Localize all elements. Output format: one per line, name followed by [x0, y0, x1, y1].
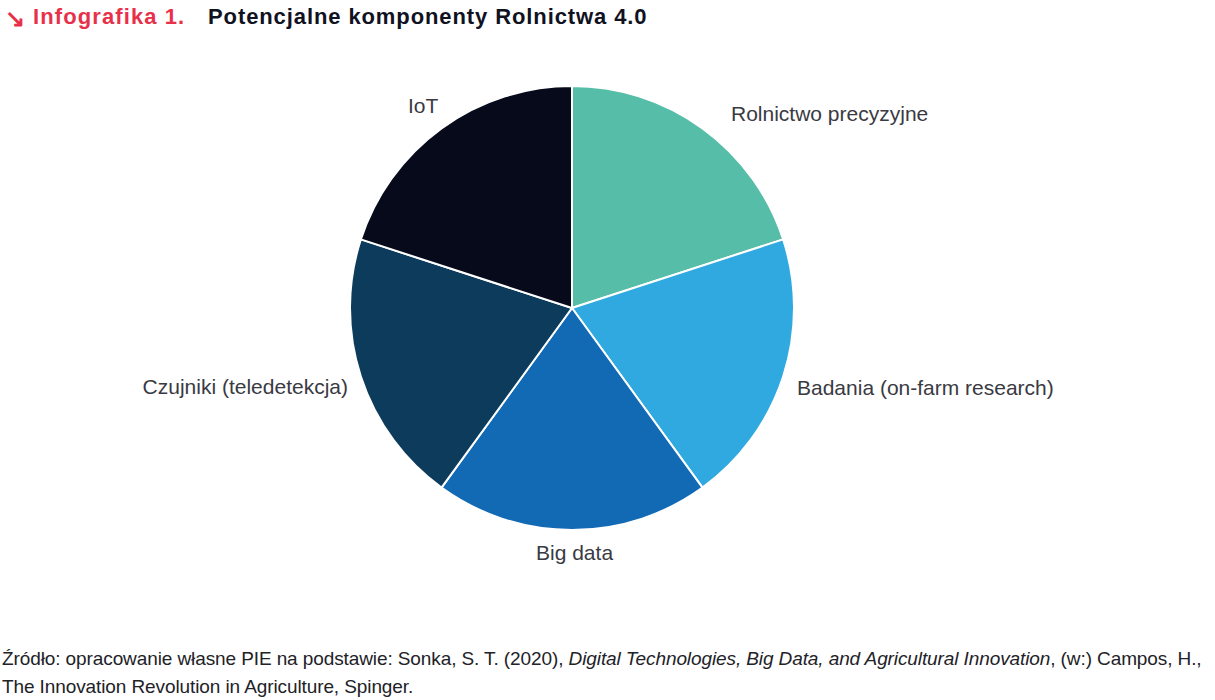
- pie-label-big-data: Big data: [536, 541, 613, 565]
- source-text-line2: The Innovation Revolution in Agriculture…: [2, 676, 413, 697]
- pie-label-rolnictwo-precyzyjne: Rolnictwo precyzyjne: [731, 102, 928, 126]
- source-text-italic: Digital Technologies, Big Data, and Agri…: [569, 648, 1051, 669]
- pie-label-iot: IoT: [408, 94, 438, 118]
- pie-label-czujniki: Czujniki (teledetekcja): [143, 375, 348, 399]
- source-text-tail: , (w:) Campos, H.,: [1050, 648, 1201, 669]
- infographic-number-label: Infografika 1.: [33, 4, 185, 30]
- page-title: Potencjalne komponenty Rolnictwa 4.0: [208, 4, 648, 30]
- pie-chart: [347, 83, 797, 533]
- southeast-arrow-icon: ↘: [5, 6, 25, 32]
- pie-label-badania: Badania (on-farm research): [797, 376, 1054, 400]
- source-text-normal: Źródło: opracowanie własne PIE na podsta…: [2, 648, 569, 669]
- source-note: Źródło: opracowanie własne PIE na podsta…: [2, 645, 1215, 700]
